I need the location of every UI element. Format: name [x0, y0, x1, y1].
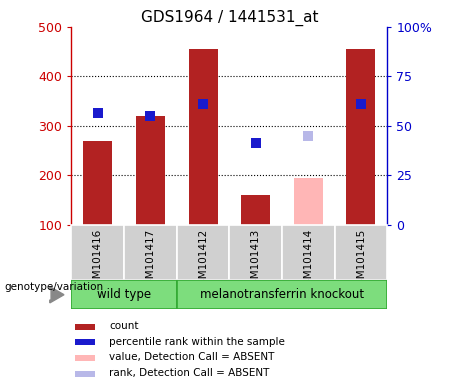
Bar — [75, 355, 95, 361]
Text: GSM101414: GSM101414 — [303, 229, 313, 292]
Bar — [75, 371, 95, 377]
Bar — [75, 324, 95, 329]
Text: melanotransferrin knockout: melanotransferrin knockout — [200, 288, 364, 301]
Text: GSM101412: GSM101412 — [198, 229, 208, 292]
Bar — [347, 49, 375, 225]
Bar — [177, 280, 387, 309]
Bar — [136, 116, 165, 225]
Text: wild type: wild type — [97, 288, 151, 301]
Bar — [335, 225, 387, 280]
Bar — [71, 225, 124, 280]
Title: GDS1964 / 1441531_at: GDS1964 / 1441531_at — [141, 9, 318, 25]
Text: GSM101413: GSM101413 — [251, 229, 260, 292]
FancyArrow shape — [50, 286, 64, 303]
Text: rank, Detection Call = ABSENT: rank, Detection Call = ABSENT — [109, 368, 270, 378]
Bar — [124, 225, 177, 280]
Bar — [71, 280, 177, 309]
Bar — [75, 339, 95, 345]
Bar — [177, 225, 229, 280]
Bar — [241, 195, 270, 225]
Bar — [83, 141, 112, 225]
Text: value, Detection Call = ABSENT: value, Detection Call = ABSENT — [109, 352, 275, 362]
Text: GSM101415: GSM101415 — [356, 229, 366, 292]
Text: GSM101417: GSM101417 — [145, 229, 155, 292]
Bar — [294, 178, 323, 225]
Bar — [282, 225, 335, 280]
Text: percentile rank within the sample: percentile rank within the sample — [109, 337, 285, 347]
Bar — [189, 49, 218, 225]
Text: GSM101416: GSM101416 — [93, 229, 103, 292]
Text: genotype/variation: genotype/variation — [5, 282, 104, 292]
Text: count: count — [109, 321, 139, 331]
Bar — [229, 225, 282, 280]
